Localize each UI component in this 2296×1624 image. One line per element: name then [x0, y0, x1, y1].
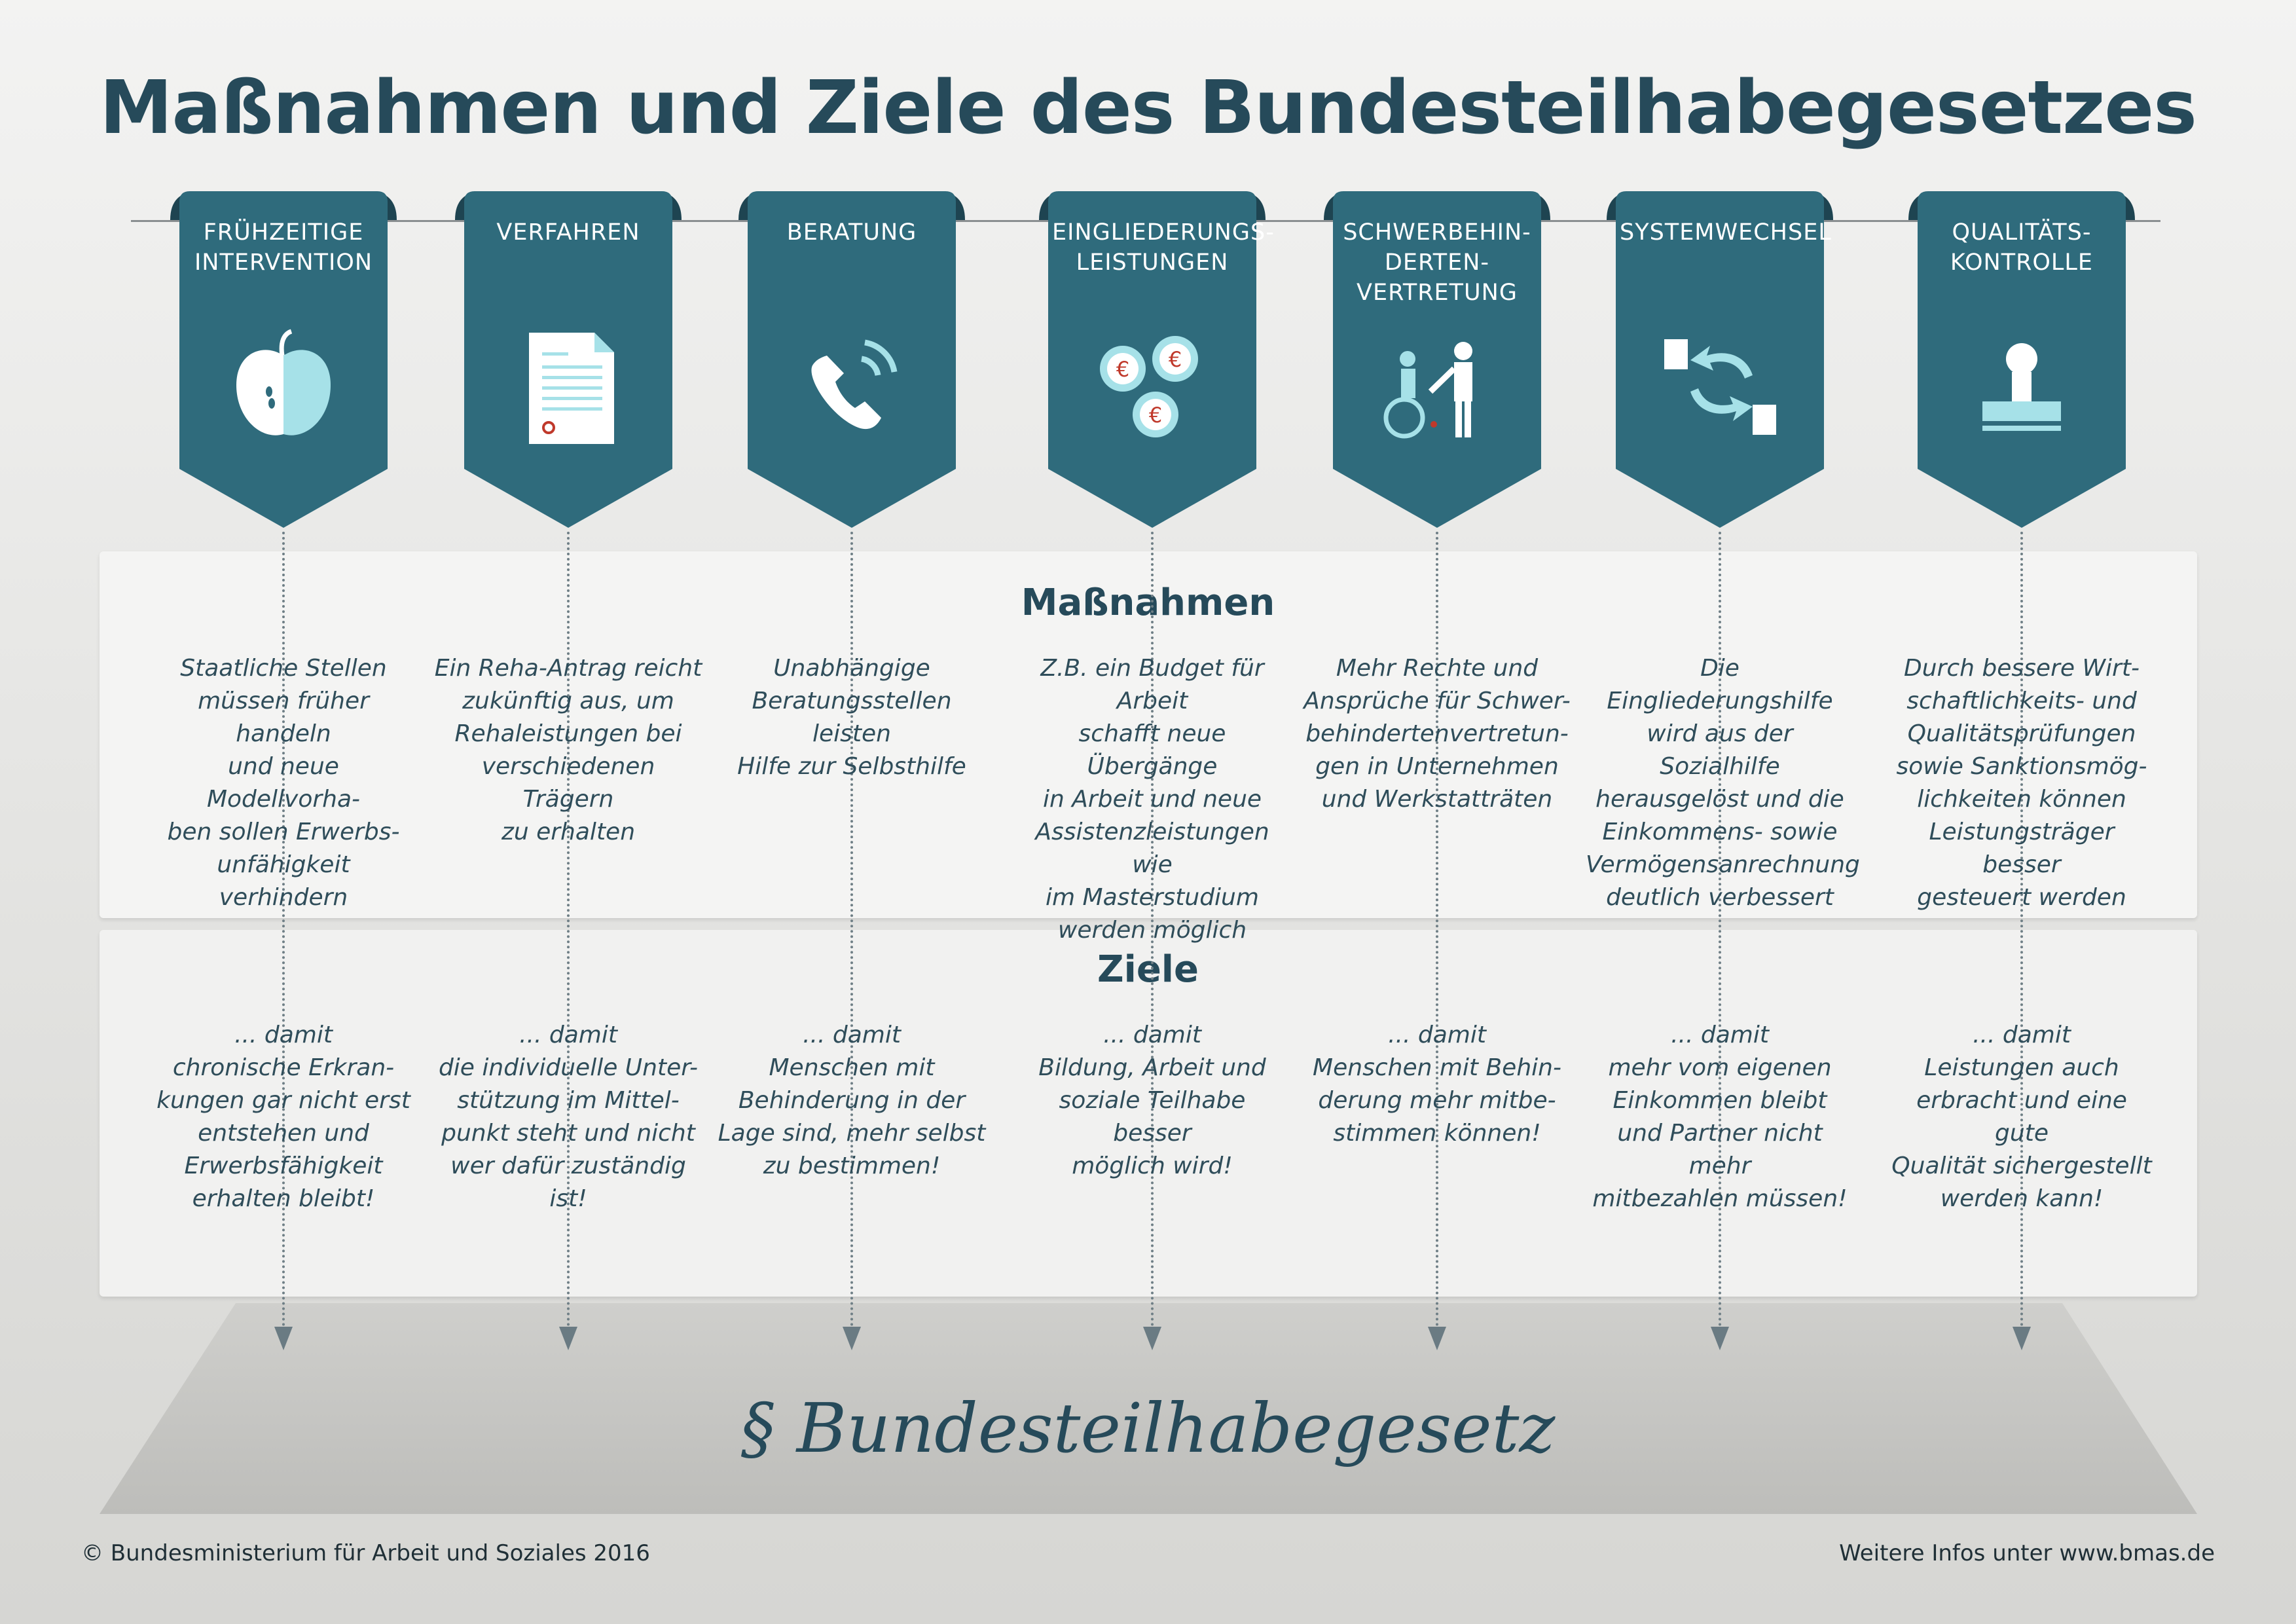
connector-line: [850, 532, 853, 1337]
connector-line: [282, 532, 285, 1337]
ziel-text: ... damit mehr vom eigenen Einkommen ble…: [1592, 1022, 1848, 1212]
svg-text:€: €: [1169, 347, 1182, 372]
banner-label: BERATUNG: [786, 219, 917, 246]
massnahme-text: Staatliche Stellen müssen früher handeln…: [167, 655, 400, 911]
massnahmen-heading: Maßnahmen: [1021, 581, 1275, 624]
connector-line: [2020, 532, 2023, 1337]
banner-label: SYSTEMWECHSEL: [1620, 219, 1832, 246]
ziel-text: ... damit Leistungen auch erbracht und e…: [1891, 1022, 2152, 1212]
massnahme-text: Die Eingliederungshilfe wird aus der Soz…: [1586, 655, 1860, 911]
massnahme-text: Z.B. ein Budget für Arbeit schafft neue …: [1035, 655, 1269, 944]
connector-line: [1436, 532, 1438, 1337]
ziel-text: ... damit chronische Erkran- kungen gar …: [156, 1022, 410, 1212]
arrowhead: [1143, 1327, 1161, 1350]
ziel-text: ... damit Menschen mit Behin- derung meh…: [1313, 1022, 1561, 1147]
banner-label: VERFAHREN: [496, 219, 640, 246]
connector-line: [1151, 532, 1154, 1337]
banner-label: FRÜHZEITIGE INTERVENTION: [194, 219, 373, 276]
footer-more-info[interactable]: Weitere Infos unter www.bmas.de: [1839, 1540, 2215, 1566]
ribbon-shape: [1324, 191, 1550, 528]
ziel-text: ... damit Bildung, Arbeit und soziale Te…: [1038, 1022, 1266, 1179]
svg-text:€: €: [1149, 403, 1162, 428]
banner-4: EINGLIEDERUNGS- LEISTUNGEN € € €: [1039, 191, 1275, 530]
arrowhead: [2013, 1327, 2031, 1350]
banner-3: BERATUNG: [738, 191, 965, 530]
apple-icon: [218, 320, 349, 451]
ziele-panel: [100, 930, 2197, 1297]
page-title: Maßnahmen und Ziele des Bundesteilhabege…: [100, 65, 2197, 151]
banner-7: QUALITÄTS- KONTROLLE: [1908, 191, 2135, 530]
massnahme-text: Ein Reha-Antrag reicht zukünftig aus, um…: [434, 655, 702, 845]
banner-label: SCHWERBEHIN- DERTEN- VERTRETUNG: [1343, 219, 1531, 306]
ribbon-shape: [1039, 191, 1266, 528]
arrowhead: [274, 1327, 293, 1350]
ziel-text: ... damit Menschen mit Behinderung in de…: [718, 1022, 986, 1179]
document-icon: [503, 320, 634, 451]
arrowhead: [1711, 1327, 1729, 1350]
banner-label: EINGLIEDERUNGS- LEISTUNGEN: [1052, 219, 1275, 276]
massnahme-text: Durch bessere Wirt- schaftlichkeits- und…: [1896, 655, 2147, 911]
banner-label: QUALITÄTS- KONTROLLE: [1950, 219, 2094, 276]
euro-coins-icon: € € €: [1087, 320, 1218, 451]
ziele-heading: Ziele: [1097, 948, 1199, 991]
arrowhead: [843, 1327, 861, 1350]
arrowhead: [559, 1327, 577, 1350]
banner-1: FRÜHZEITIGE INTERVENTION: [170, 191, 397, 530]
massnahmen-panel: [100, 551, 2197, 918]
exchange-arrows-icon: [1654, 320, 1785, 451]
massnahme-text: Mehr Rechte und Ansprüche für Schwer- be…: [1303, 655, 1571, 813]
ribbon-shape: [738, 191, 965, 528]
footer-copyright: © Bundesministerium für Arbeit und Sozia…: [81, 1540, 650, 1566]
connector-line: [1719, 532, 1721, 1337]
banner-2: VERFAHREN: [455, 191, 682, 530]
wheelchair-people-icon: [1372, 320, 1503, 451]
svg-text:€: €: [1116, 357, 1129, 382]
phone-icon: [786, 320, 917, 451]
banner-6: SYSTEMWECHSEL: [1607, 191, 1833, 530]
banner-5: SCHWERBEHIN- DERTEN- VERTRETUNG: [1324, 191, 1550, 530]
connector-line: [567, 532, 570, 1337]
law-label: § Bundesteilhabegesetz: [740, 1388, 1556, 1468]
ziel-text: ... damit die individuelle Unter- stützu…: [438, 1022, 699, 1212]
stamp-icon: [1956, 320, 2087, 451]
arrowhead: [1428, 1327, 1446, 1350]
massnahme-text: Unabhängige Beratungsstellen leisten Hil…: [737, 655, 966, 780]
